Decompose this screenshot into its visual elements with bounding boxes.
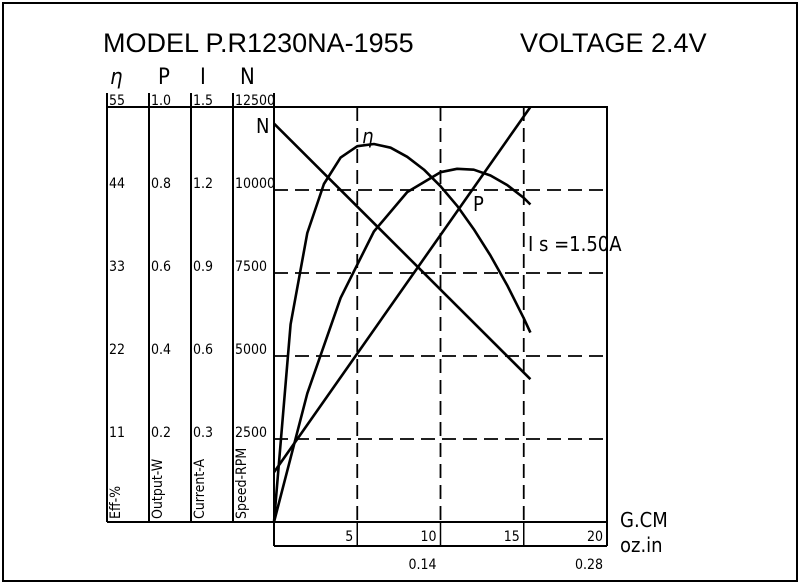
- performance-curves: [272, 106, 532, 523]
- scale-tick-label: 7500: [235, 259, 267, 275]
- scale-tick-label: 12500: [235, 93, 275, 109]
- scale-axis-label: Eff-%: [108, 486, 124, 519]
- axis-symbol-speed: N: [240, 65, 255, 90]
- scale-tick-label: 0.8: [151, 176, 171, 192]
- scale-tick-label: 1.0: [151, 93, 171, 109]
- series-line-N: [273, 122, 532, 381]
- scale-axis-label: Current-A: [192, 459, 208, 519]
- scale-tick-label: 0.2: [151, 425, 171, 441]
- axis-symbols: η P I N: [110, 65, 255, 90]
- voltage-title: VOLTAGE 2.4V: [520, 28, 707, 58]
- scale-tick-label: 55: [109, 93, 125, 109]
- scale-tick-label: 1.2: [193, 176, 213, 192]
- scale-tick-label: 0.4: [151, 342, 171, 358]
- x-unit-primary: G.CM: [620, 508, 668, 532]
- axis-symbol-output: P: [158, 65, 170, 90]
- x-unit-secondary: oz.in: [620, 533, 663, 557]
- x-tick-label-secondary: 0.14: [408, 557, 436, 573]
- scale-tick-label: 44: [109, 176, 125, 192]
- scale-tick-label: 0.9: [193, 259, 213, 275]
- scale-tick-label: 5000: [235, 342, 267, 358]
- series-line-I: [272, 106, 532, 473]
- x-tick-label: 20: [587, 529, 603, 545]
- x-axis-ticks: 5 10 15 20 0.14 0.28: [345, 522, 608, 573]
- scale-tick-label: 0.3: [193, 425, 213, 441]
- scale-tick-label: 0.6: [151, 259, 171, 275]
- scale-tick-label: 33: [109, 259, 125, 275]
- scale-tick-label: 0.6: [193, 342, 213, 358]
- stall-current-label: I s =1.50A: [528, 232, 622, 256]
- scale-tick-label: 10000: [235, 176, 275, 192]
- value-scales: 11 22 33 44 55 Eff-% 0.2 0.4 0.6 0.8 1.0 Output-W 0.…: [106, 93, 275, 522]
- efficiency-curve-label: η: [362, 124, 373, 148]
- x-tick-label-secondary: 0.28: [575, 557, 603, 573]
- scale-axis-label: Speed-RPM: [234, 448, 250, 519]
- scale-tick-label: 11: [109, 425, 125, 441]
- x-tick-label: 15: [504, 529, 520, 545]
- axis-symbol-current: I: [200, 65, 206, 90]
- scale-tick-label: 2500: [235, 425, 267, 441]
- curve-labels: N η P I s =1.50A: [256, 114, 622, 256]
- scale-tick-label: 22: [109, 342, 125, 358]
- scale-tick-label: 1.5: [193, 93, 213, 109]
- x-tick-label: 5: [345, 529, 353, 545]
- series-line-P: [272, 167, 532, 523]
- axis-symbol-eff: η: [110, 65, 123, 90]
- model-title: MODEL P.R1230NA-1955: [103, 28, 414, 58]
- speed-curve-label: N: [256, 114, 269, 138]
- series-line-η: [272, 142, 532, 523]
- x-tick-label: 10: [420, 529, 436, 545]
- output-curve-label: P: [473, 192, 484, 216]
- scale-axis-label: Output-W: [150, 458, 166, 519]
